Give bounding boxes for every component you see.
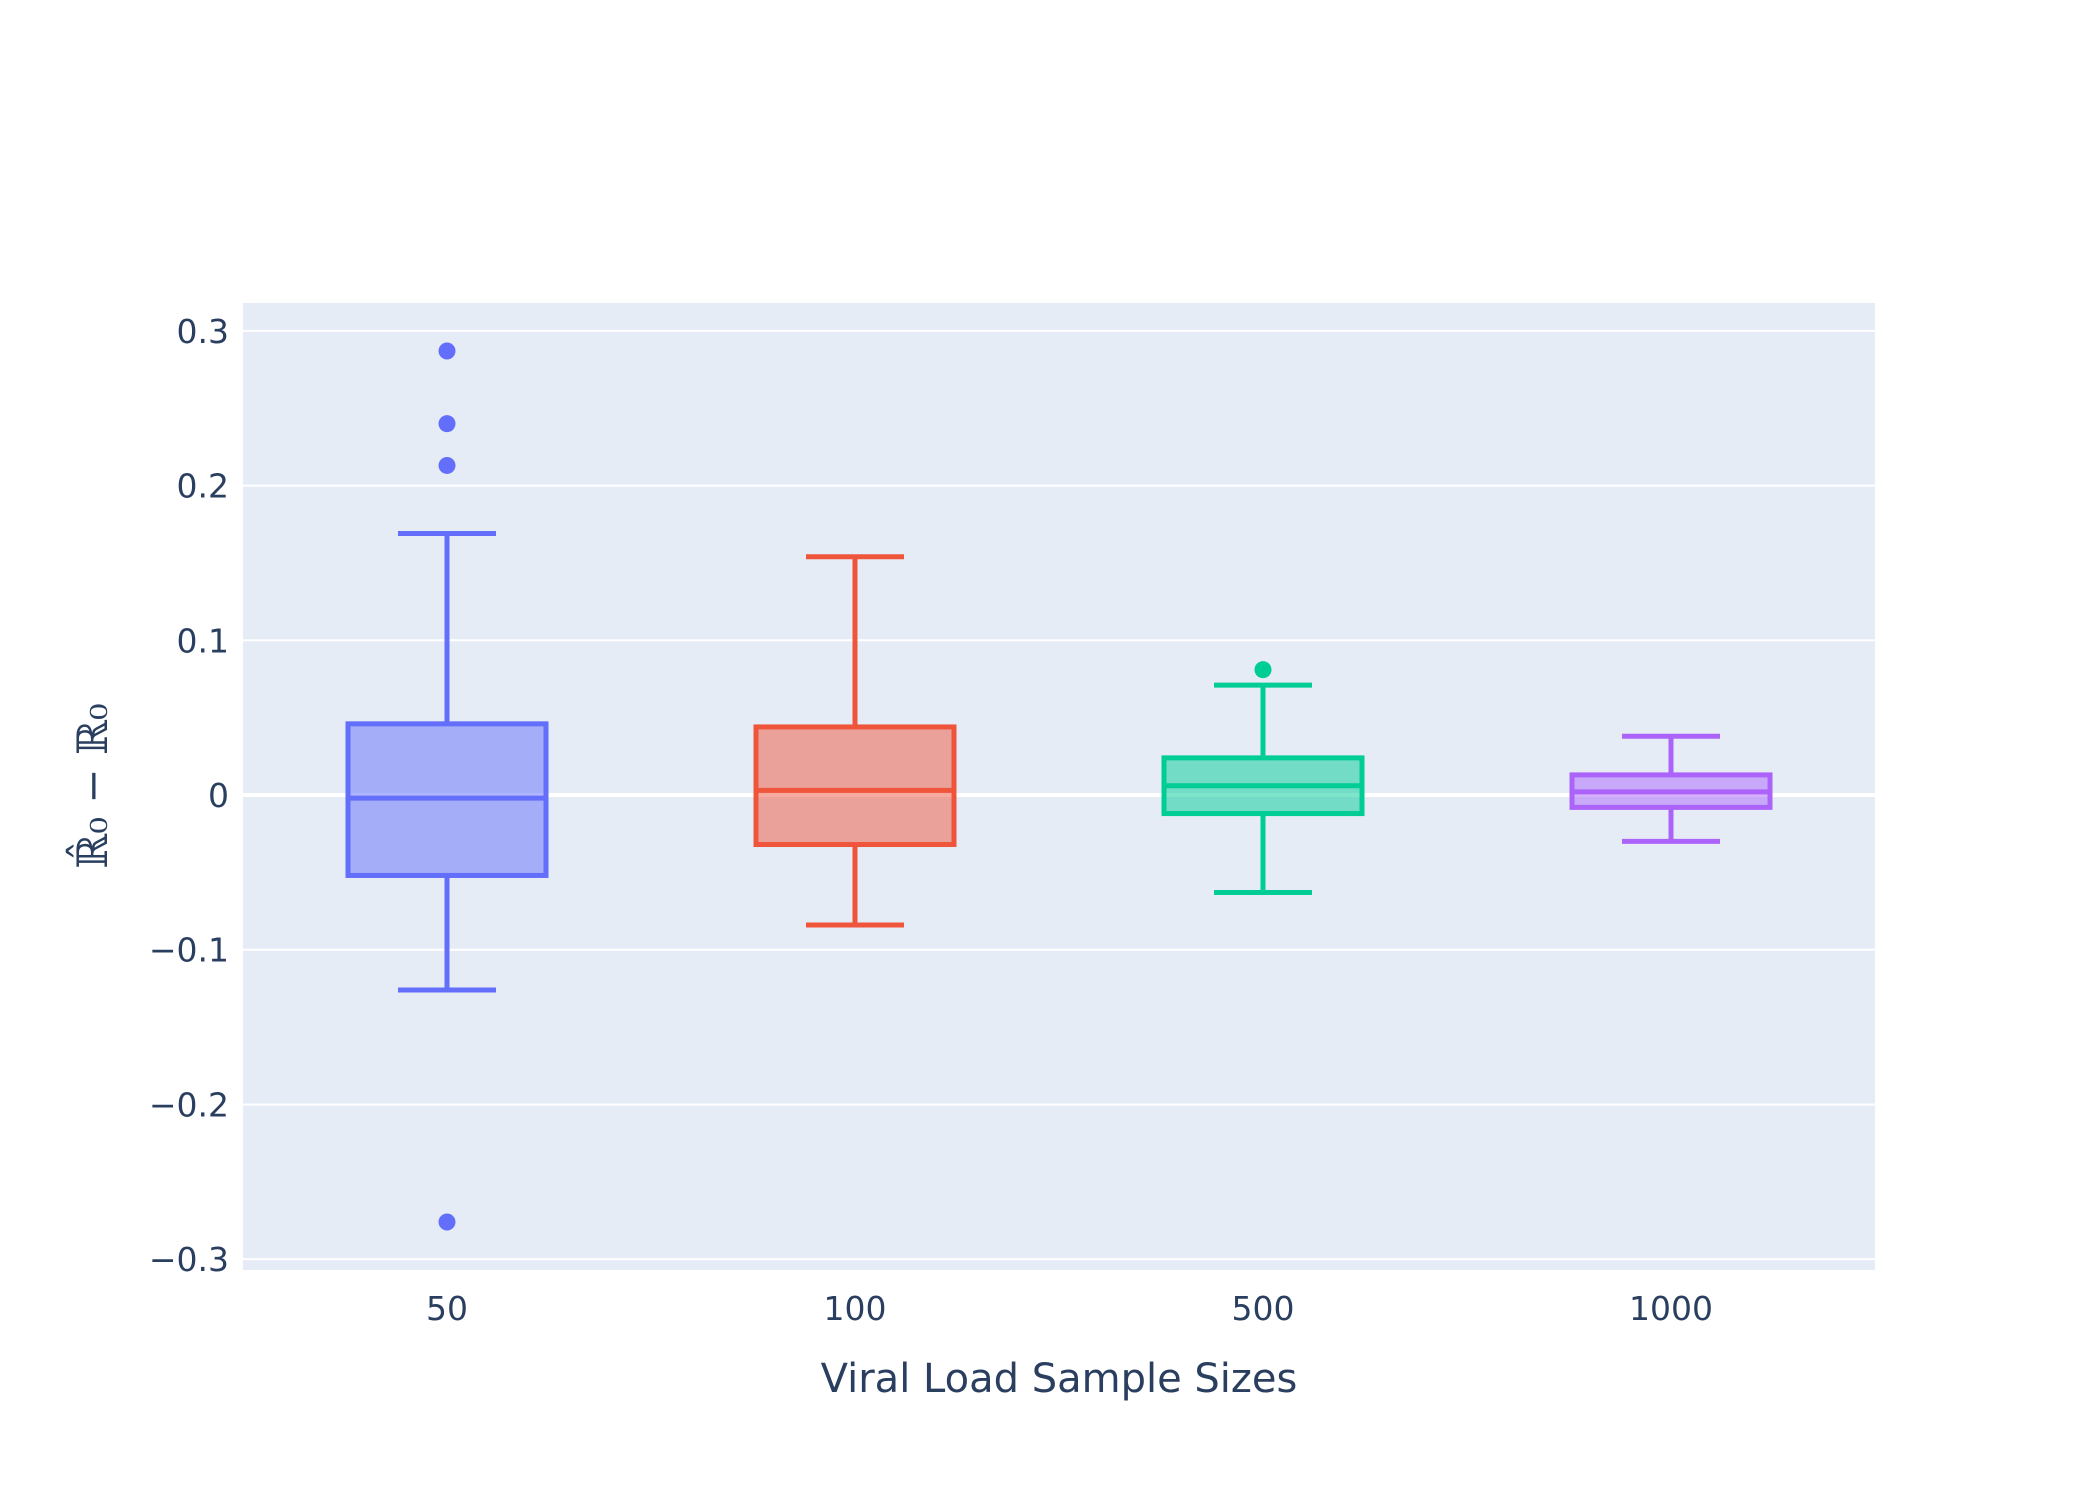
x-tick-label: 500 <box>1232 1289 1295 1328</box>
y-axis-title: ℝ̂₀ − ℝ₀ <box>64 703 117 868</box>
y-tick-label: 0.2 <box>177 467 229 506</box>
y-tick-label: 0 <box>208 776 229 815</box>
y-axis-ticks: −0.3 −0.2 −0.1 0 0.1 0.2 0.3 <box>149 312 229 1279</box>
y-tick-label: 0.3 <box>177 312 229 351</box>
y-tick-label: −0.1 <box>149 931 229 970</box>
box-50 <box>345 342 549 1231</box>
x-tick-label: 100 <box>824 1289 887 1328</box>
y-tick-label: −0.3 <box>149 1240 229 1279</box>
outlier-point <box>438 456 456 474</box>
outlier-point <box>438 415 456 433</box>
iqr-box <box>753 724 957 848</box>
y-tick-label: 0.1 <box>177 621 229 660</box>
box-1000 <box>1569 733 1773 844</box>
box-100 <box>753 554 957 928</box>
box-500 <box>1161 661 1365 895</box>
x-axis-title: Viral Load Sample Sizes <box>821 1356 1298 1402</box>
x-axis-ticks: 50 100 500 1000 <box>426 1289 1713 1328</box>
x-tick-label: 1000 <box>1629 1289 1713 1328</box>
boxes <box>345 342 1773 1231</box>
y-tick-label: −0.2 <box>149 1085 229 1124</box>
outlier-point <box>438 1213 456 1231</box>
x-tick-label: 50 <box>426 1289 468 1328</box>
outlier-point <box>438 342 456 360</box>
outlier-point <box>1254 661 1272 679</box>
